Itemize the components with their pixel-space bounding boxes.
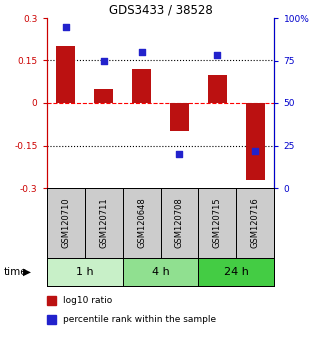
Bar [246,103,265,179]
Bar [237,188,274,258]
Text: ▶: ▶ [22,267,30,277]
Text: 4 h: 4 h [152,267,169,277]
Title: GDS3433 / 38528: GDS3433 / 38528 [108,4,213,17]
Point [101,58,106,63]
Text: GSM120710: GSM120710 [61,198,70,248]
Text: percentile rank within the sample: percentile rank within the sample [63,315,216,324]
Bar [208,75,227,103]
Text: 24 h: 24 h [224,267,249,277]
Text: GSM120716: GSM120716 [251,198,260,249]
Bar [47,188,84,258]
Text: GSM120711: GSM120711 [99,198,108,248]
Bar [160,188,198,258]
Bar [84,188,123,258]
Text: GSM120708: GSM120708 [175,198,184,249]
Bar [198,258,274,286]
Point [139,49,144,55]
Bar [123,258,198,286]
Bar [132,69,151,103]
Bar [94,89,113,103]
Point [177,151,182,157]
Bar [170,103,189,131]
Bar [56,46,75,103]
Text: GSM120648: GSM120648 [137,198,146,249]
Text: GSM120715: GSM120715 [213,198,222,248]
Text: log10 ratio: log10 ratio [63,296,112,305]
Bar [198,188,237,258]
Bar [123,188,160,258]
Text: time: time [3,267,27,277]
Point [215,52,220,58]
Point [63,24,68,29]
Point [253,148,258,153]
Bar [47,258,123,286]
Text: 1 h: 1 h [76,267,93,277]
